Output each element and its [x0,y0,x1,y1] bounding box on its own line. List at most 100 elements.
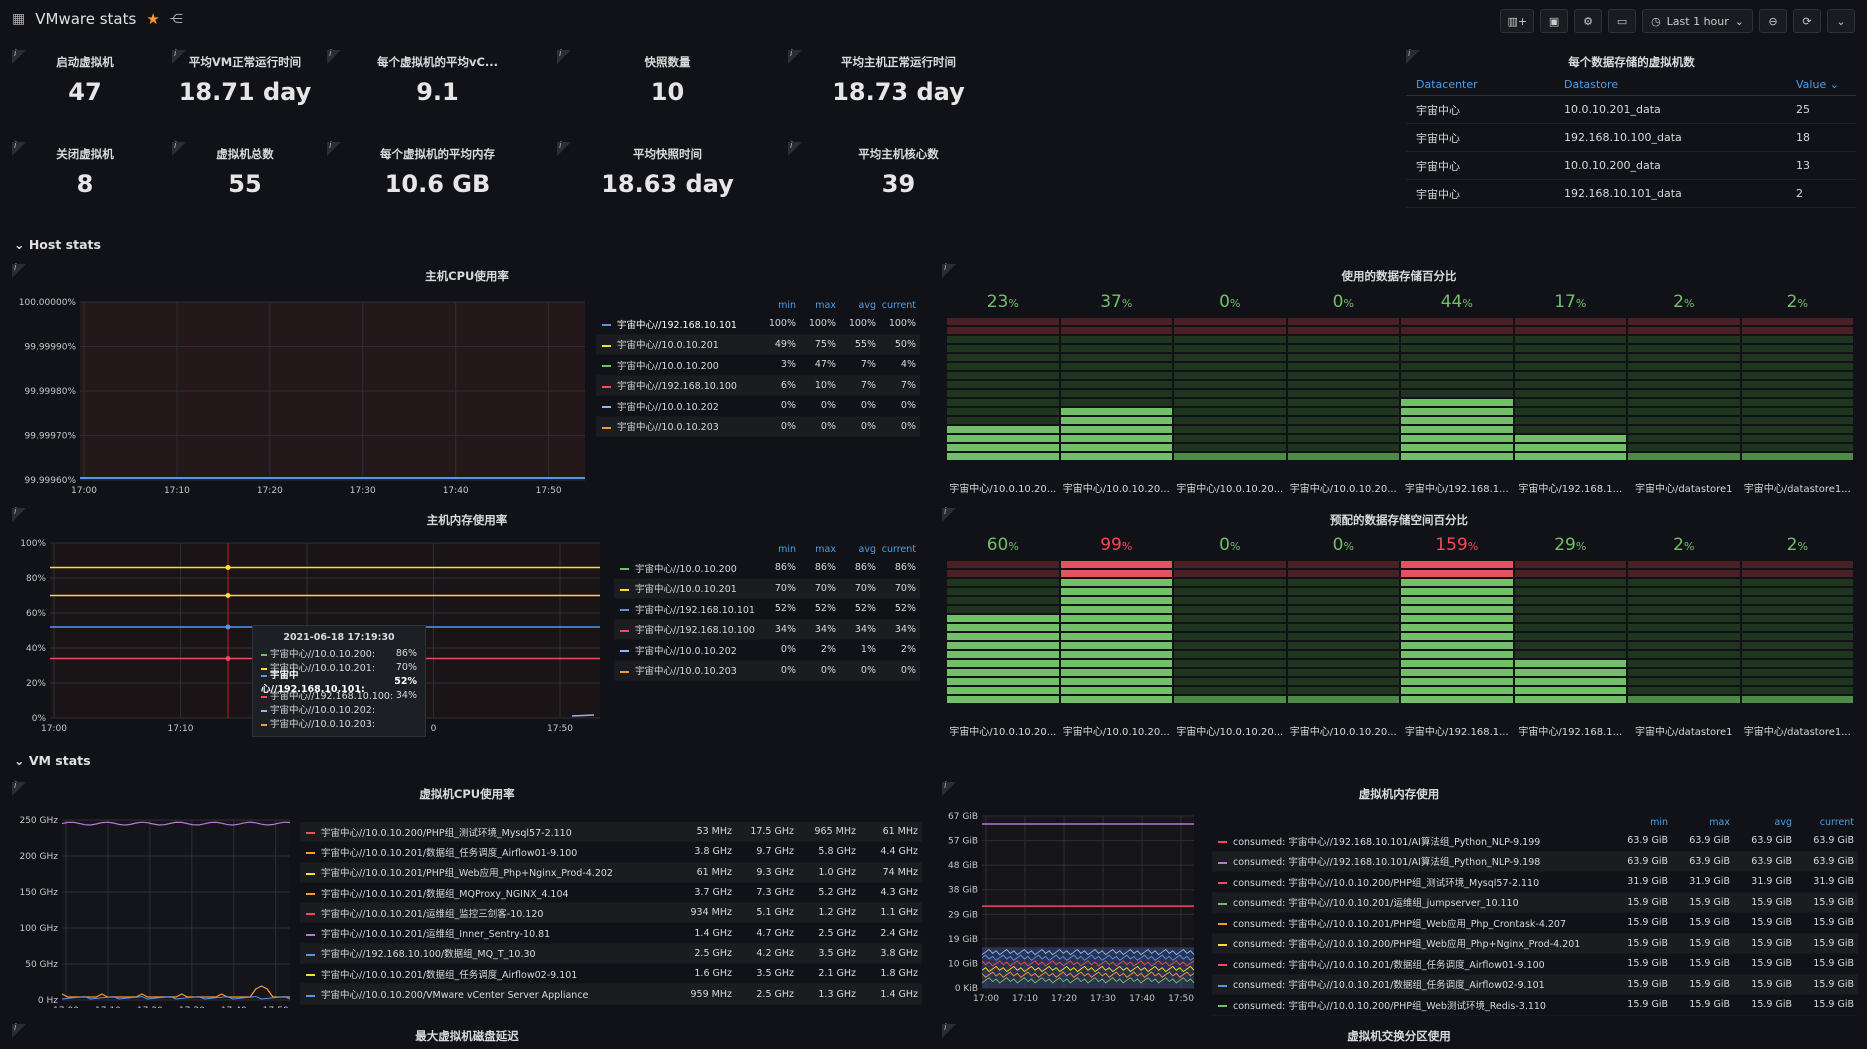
info-icon[interactable]: i [942,507,956,522]
refresh-button[interactable]: ⟳ [1793,9,1821,33]
legend-row[interactable]: 宇宙中心//10.0.10.200/PHP组_测试环境_Mysql57-2.11… [300,822,922,843]
legend-column-min[interactable]: min [778,543,796,555]
legend-row[interactable]: 宇宙中心//10.0.10.203 0% 0% 0% 0% [614,660,920,681]
info-icon[interactable]: i [942,1023,956,1038]
tooltip-series: 宇宙中心//192.168.10.101: [261,667,394,695]
column-header-datastore[interactable]: Datastore [1554,74,1786,96]
legend-row[interactable]: 宇宙中心//10.0.10.201/运维组_监控三剑客-10.120 934 MH… [300,903,922,924]
gauge-segment [1401,561,1513,568]
info-icon[interactable]: i [12,1023,26,1038]
legend-column-min[interactable]: min [778,299,796,311]
legend-row[interactable]: 宇宙中心//10.0.10.201/数据组_任务调度_Airflow01-9.1… [300,842,922,863]
dashboard-title[interactable]: VMware stats [35,10,137,28]
legend-column-current[interactable]: current [881,299,916,311]
gauge-segment [1628,408,1740,415]
legend-row[interactable]: 宇宙中心//10.0.10.200 86% 86% 86% 86% [614,558,920,579]
gauge-segment [1741,597,1853,604]
star-icon[interactable]: ★ [146,10,160,28]
legend-series: 宇宙中心//10.0.10.201/数据组_MQProxy_NGINX_4.10… [300,886,674,900]
legend-row[interactable]: 宇宙中心//192.168.10.101 52% 52% 52% 52% [614,599,920,620]
host-cpu-graph[interactable]: 100.00000% 99.99990% 99.99980% 99.99970% 99.… [10,290,590,495]
legend-row[interactable]: 宇宙中心//10.0.10.201/数据组_任务调度_Airflow02-9.1… [300,964,922,985]
info-icon[interactable]: i [557,141,571,156]
bar-gauge-item: 0% [1174,535,1286,745]
column-header-datacenter[interactable]: Datacenter [1406,74,1554,96]
legend-row[interactable]: consumed: 宇宙中心//10.0.10.201/数据组_任务调度_Air… [1212,974,1858,995]
legend-column-current[interactable]: current [1819,816,1854,828]
gauge-segment [947,651,1059,658]
info-icon[interactable]: i [12,781,26,796]
vm-memory-graph[interactable]: 67 GiB 57 GiB 48 GiB 38 GiB 29 GiB 19 GiB 10 G… [940,808,1200,1008]
info-icon[interactable]: i [172,141,186,156]
legend-row[interactable]: consumed: 宇宙中心//192.168.10.101/AI算法组_Pyt… [1212,851,1858,872]
legend-value-avg: 100% [848,318,876,330]
time-picker[interactable]: ◷ Last 1 hour ⌄ [1642,9,1753,33]
info-icon[interactable]: i [12,141,26,156]
legend-value-min: 0% [780,664,796,676]
legend-row[interactable]: 宇宙中心//10.0.10.201/运维组_Inner_Sentry-10.81… [300,923,922,944]
legend-row[interactable]: 宇宙中心//192.168.10.100 6% 10% 7% 7% [596,375,920,396]
gauge-segment [1401,579,1513,586]
legend-row[interactable]: 宇宙中心//10.0.10.200 3% 47% 7% 4% [596,355,920,376]
refresh-interval-dropdown[interactable]: ⌄ [1827,9,1855,33]
legend-row[interactable]: consumed: 宇宙中心//10.0.10.201/数据组_任务调度_Air… [1212,954,1858,975]
legend-column-min[interactable]: min [1650,816,1668,828]
legend-row[interactable]: consumed: 宇宙中心//192.168.10.101/AI算法组_Pyt… [1212,831,1858,852]
info-icon[interactable]: i [788,49,802,64]
save-button[interactable]: ▣ [1540,9,1569,33]
legend-row[interactable]: 宇宙中心//10.0.10.203 0% 0% 0% 0% [596,416,920,437]
gauge-segment [1628,444,1740,451]
legend-column-avg[interactable]: avg [858,299,876,311]
legend-row[interactable]: 宇宙中心//10.0.10.200/VMware vCenter Server … [300,984,922,1005]
legend-row[interactable]: 宇宙中心//10.0.10.201/数据组_MQProxy_NGINX_4.10… [300,883,922,904]
info-icon[interactable]: i [12,49,26,64]
info-icon[interactable]: i [172,49,186,64]
info-icon[interactable]: i [788,141,802,156]
legend-row[interactable]: 宇宙中心//10.0.10.201 49% 75% 55% 50% [596,334,920,355]
column-header-value[interactable]: Value ⌄ [1786,74,1856,96]
legend-row[interactable]: 宇宙中心//10.0.10.201 70% 70% 70% 70% [614,578,920,599]
info-icon[interactable]: i [942,263,956,278]
legend-row[interactable]: 宇宙中心//10.0.10.201/PHP组_Web应用_Php+Nginx_P… [300,862,922,883]
legend-series: 宇宙中心//192.168.10.100/数据组_MQ_T_10.30 [300,946,674,960]
series-color-swatch [602,385,611,388]
legend-column-max[interactable]: max [1709,816,1730,828]
settings-button[interactable]: ⚙ [1574,9,1603,33]
percent-sign: % [1797,540,1808,553]
info-icon[interactable]: i [327,141,341,156]
row-toggle-vm-stats[interactable]: ⌄ VM stats [14,753,91,768]
legend-row[interactable]: consumed: 宇宙中心//10.0.10.200/PHP组_Web应用_P… [1212,933,1858,954]
info-icon[interactable]: i [942,781,956,796]
stat-title: 启动虚拟机 [56,55,114,69]
add-panel-button[interactable]: ▥+ [1500,9,1535,33]
view-mode-button[interactable]: ▭ [1608,9,1637,33]
legend-row[interactable]: 宇宙中心//192.168.10.100 34% 34% 34% 34% [614,619,920,640]
legend-row[interactable]: 宇宙中心//10.0.10.202 0% 2% 1% 2% [614,640,920,661]
info-icon[interactable]: i [1406,49,1420,64]
legend-column-avg[interactable]: avg [1774,816,1792,828]
legend-row[interactable]: consumed: 宇宙中心//10.0.10.201/PHP组_Web应用_P… [1212,913,1858,934]
legend-row[interactable]: consumed: 宇宙中心//10.0.10.201/运维组_jumpserv… [1212,892,1858,913]
zoom-out-button[interactable]: ⊖ [1759,9,1787,33]
legend-row[interactable]: 宇宙中心//192.168.10.101 100% 100% 100% 100% [596,314,920,335]
legend-column-max[interactable]: max [815,299,836,311]
stat-panel: i 平均VM正常运行时间 18.71 day [170,48,320,128]
share-icon[interactable]: ⋲ [169,11,183,27]
gauge-segment [1514,408,1626,415]
row-toggle-host-stats[interactable]: ⌄ Host stats [14,237,101,252]
apps-icon[interactable]: ▦ [12,11,26,27]
legend-row[interactable]: consumed: 宇宙中心//10.0.10.200/PHP组_Web测试环境… [1212,995,1858,1016]
info-icon[interactable]: i [327,49,341,64]
legend-column-avg[interactable]: avg [858,543,876,555]
gauge-segment [1174,318,1286,325]
legend-row[interactable]: 宇宙中心//192.168.10.100/数据组_MQ_T_10.30 2.5 G… [300,943,922,965]
info-icon[interactable]: i [12,507,26,522]
info-icon[interactable]: i [557,49,571,64]
legend-row[interactable]: 宇宙中心//10.0.10.202 0% 0% 0% 0% [596,396,920,417]
legend-column-max[interactable]: max [815,543,836,555]
legend-row[interactable]: consumed: 宇宙中心//10.0.10.200/PHP组_测试环境_My… [1212,872,1858,893]
legend-value-max: 15.9 GiB [1689,958,1730,970]
info-icon[interactable]: i [12,263,26,278]
legend-column-current[interactable]: current [881,543,916,555]
